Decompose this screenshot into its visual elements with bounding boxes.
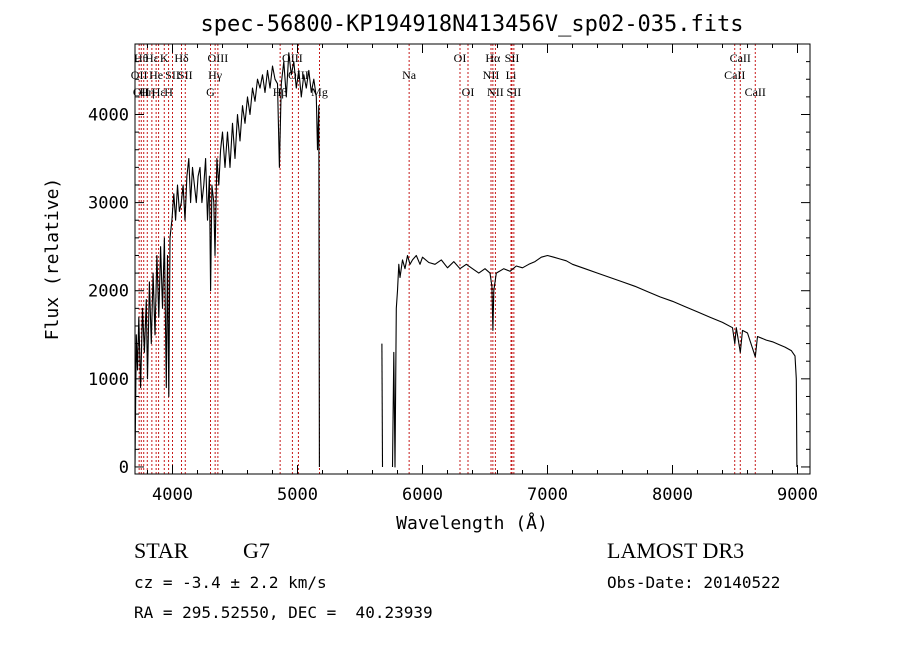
spectrum-segment: [391, 254, 798, 468]
x-tick-label: 6000: [402, 485, 443, 505]
spectral-line-label: CaII: [724, 68, 745, 82]
spectral-line-label: Hδ: [174, 51, 189, 65]
spectral-line-label: Hε: [145, 51, 159, 65]
plot-frame: [134, 43, 811, 475]
spectral-line-label: Hα: [485, 51, 501, 65]
spectrum-chart: spec-56800-KP194918N413456V_sp02-035.fit…: [42, 12, 818, 534]
spectral-line-label: SII: [507, 85, 522, 99]
spectral-line-label: Hε: [152, 85, 166, 99]
x-tick-label: 9000: [777, 485, 818, 505]
observation-date: Obs-Date: 20140522: [607, 573, 781, 592]
y-tick-label: 3000: [88, 194, 129, 214]
spectral-line-label: NII: [487, 85, 504, 99]
spectral-line-label: OIII: [208, 51, 229, 65]
x-tick-label: 7000: [527, 485, 568, 505]
spectral-line-label: Hη: [140, 85, 155, 99]
object-subclass: G7: [243, 538, 270, 563]
survey-name: LAMOST DR3: [607, 538, 745, 563]
y-axis: 0 1000 2000 3000 4000: [88, 61, 810, 478]
spectral-line-label: OII: [133, 85, 150, 99]
x-tick-label: 5000: [277, 485, 318, 505]
spectral-line-label: H: [164, 85, 173, 99]
spectral-line-label: NII: [483, 68, 500, 82]
x-axis: 4000 5000 6000 7000 8000 9000: [147, 44, 818, 505]
spectral-line-label: Hγ: [208, 68, 223, 82]
y-tick-label: 0: [119, 458, 129, 478]
spectral-line-label: Mg: [311, 85, 328, 99]
spectral-line-label: SII: [178, 68, 193, 82]
x-axis-label: Wavelength (Å): [396, 512, 548, 534]
y-tick-label: 4000: [88, 105, 129, 125]
x-tick-label: 8000: [652, 485, 693, 505]
object-class: STAR: [134, 538, 189, 563]
spectral-line-label: CaII: [730, 51, 751, 65]
chart-title: spec-56800-KP194918N413456V_sp02-035.fit…: [200, 12, 743, 37]
spectral-line-labels: OIIHθOIIHηHεHeHεKHSIIHδSIIGHγOIIIHβOIIIO…: [131, 51, 766, 99]
spectral-line-label: SII: [165, 68, 180, 82]
spectral-line-label: He: [149, 68, 163, 82]
spectral-line-label: OII: [131, 68, 148, 82]
y-axis-label: Flux (relative): [42, 178, 63, 341]
spectral-line-label: OIII: [282, 51, 303, 65]
y-tick-label: 2000: [88, 282, 129, 302]
spectrum-segment: [134, 52, 320, 468]
spectral-line-label: CaII: [745, 85, 766, 99]
spectral-line-label: Hβ: [273, 85, 288, 99]
spectral-line-label: Na: [402, 68, 417, 82]
spectral-line-label: G: [206, 85, 215, 99]
spectral-line-label: K: [160, 51, 169, 65]
coordinates: RA = 295.52550, DEC = 40.23939: [134, 603, 433, 622]
spectral-line-label: OI: [462, 85, 475, 99]
y-tick-label: 1000: [88, 370, 129, 390]
spectral-line-label: OI: [454, 51, 467, 65]
redshift-velocity: cz = -3.4 ± 2.2 km/s: [134, 573, 327, 592]
spectral-line-label: Li: [506, 68, 517, 82]
spectrum-segment: [381, 343, 384, 468]
x-tick-label: 4000: [152, 485, 193, 505]
spectral-line-label: SII: [505, 51, 520, 65]
spectral-line-markers: [138, 44, 756, 474]
spectrum-series: [134, 52, 798, 468]
